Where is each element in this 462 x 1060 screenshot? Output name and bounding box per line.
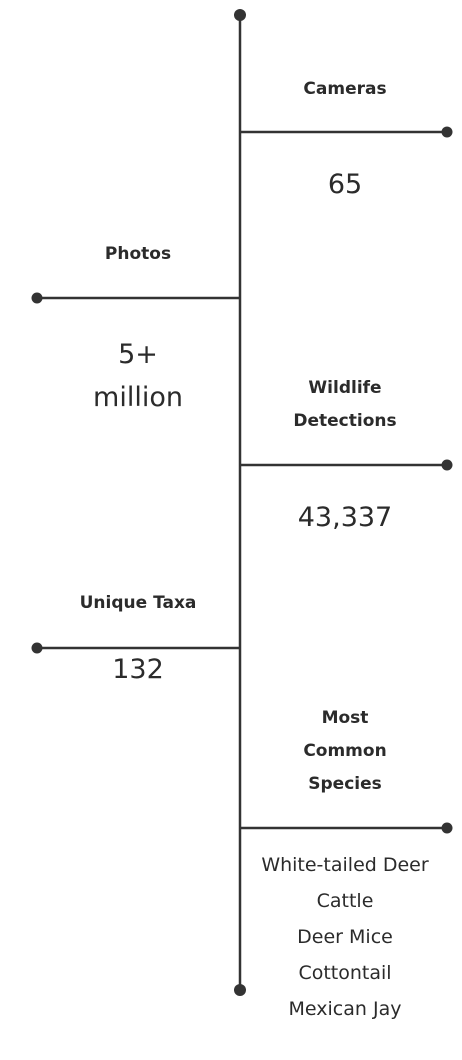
species: Cattle xyxy=(316,890,374,912)
species: White-tailed Deer xyxy=(261,854,429,876)
item-value: 43,337 xyxy=(297,502,393,533)
item-label: Wildlife Detections xyxy=(293,378,397,431)
species: Mexican Jay xyxy=(288,998,402,1020)
item-label: Unique Taxa xyxy=(79,593,197,613)
species: Deer Mice xyxy=(297,926,393,948)
species-list: White-tailed Deer Cattle Deer Mice Cottonta… xyxy=(260,847,430,1027)
dot xyxy=(441,459,453,471)
item-label: Most Common Species xyxy=(303,708,387,794)
dot xyxy=(441,126,453,138)
item-value: 65 xyxy=(327,169,363,200)
dot xyxy=(234,9,246,21)
item-value: 5+ xyxy=(118,339,158,370)
dot xyxy=(441,822,453,834)
dot xyxy=(234,984,246,996)
species: Cottontail xyxy=(298,962,392,984)
item-value: million xyxy=(93,382,183,413)
item-label: Photos xyxy=(104,244,172,264)
dot xyxy=(31,292,43,304)
item-label: Cameras xyxy=(303,79,387,99)
item-value: 132 xyxy=(112,654,164,685)
dot xyxy=(31,642,43,654)
